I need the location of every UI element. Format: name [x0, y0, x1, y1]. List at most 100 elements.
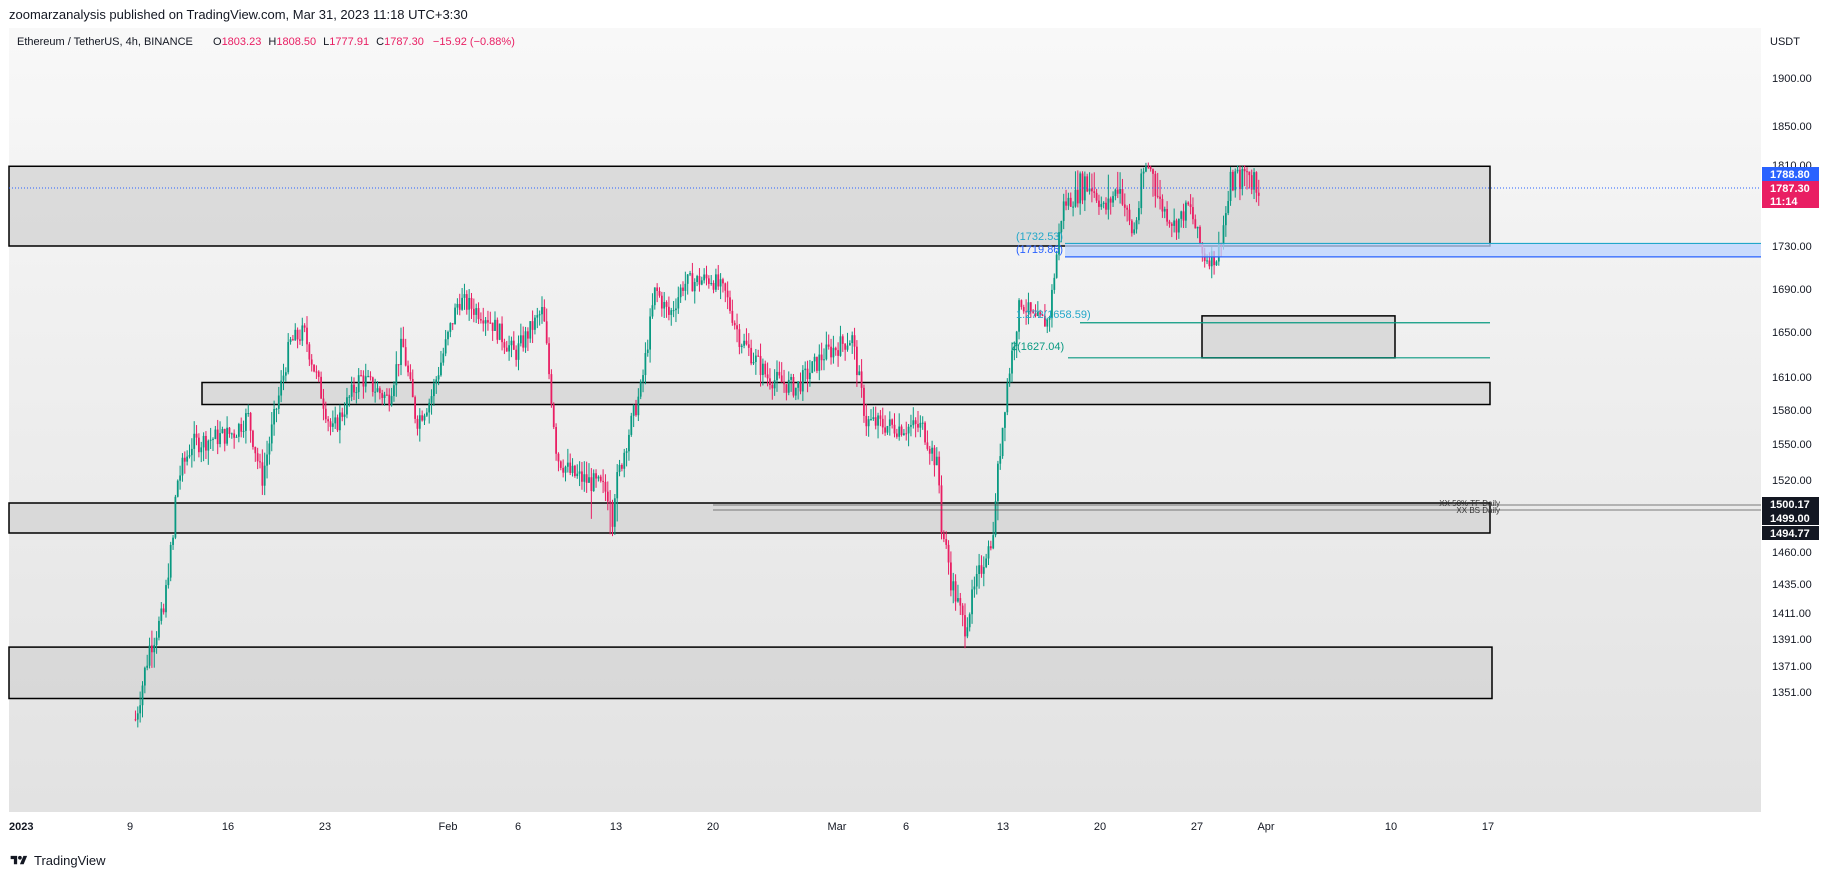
candle-body [707, 278, 710, 284]
candle-body [1036, 312, 1039, 317]
candle-body [1175, 220, 1178, 233]
candle-body [503, 342, 506, 348]
candle-body [501, 323, 503, 343]
candle-body [931, 447, 933, 454]
candle-body [621, 464, 623, 469]
candle-body [935, 456, 938, 466]
candle-body [541, 307, 543, 315]
tradingview-logo[interactable]: TradingView [9, 853, 106, 868]
tradingview-logo-text: TradingView [34, 853, 106, 868]
candle-body [240, 424, 243, 432]
candle-body [754, 355, 757, 362]
candle-body [1166, 208, 1168, 222]
price-tick-label: 1580.00 [1772, 405, 1812, 417]
candle-body [578, 471, 581, 474]
fib-zone[interactable] [1065, 243, 1761, 257]
candle-body [813, 356, 816, 362]
candle-body [1018, 300, 1020, 332]
candle-body [482, 320, 485, 324]
price-axis-background [1761, 28, 1834, 812]
candle-body [1187, 202, 1190, 205]
candle-body [613, 498, 616, 527]
candle-body [174, 496, 177, 538]
candle-body [769, 378, 771, 386]
candle-body [292, 339, 294, 341]
candle-body [1039, 312, 1042, 315]
candle-body [630, 415, 633, 435]
candle-body [555, 427, 557, 454]
daily-zone-1500[interactable] [8, 502, 1491, 534]
candle-body [900, 426, 903, 436]
candle-body [1168, 221, 1171, 224]
candle-body [1133, 229, 1136, 234]
candle-body [393, 385, 395, 397]
price-badge [1762, 511, 1819, 525]
demand-zone-1370[interactable] [8, 646, 1493, 700]
candle-body [750, 347, 753, 364]
candle-body [1055, 254, 1058, 278]
candle-body [329, 421, 332, 427]
candle-body [881, 418, 884, 428]
candle-body [160, 608, 163, 621]
candle-body [402, 338, 405, 348]
candle-body [1100, 204, 1103, 207]
candle-body [534, 317, 536, 330]
candle-body [245, 413, 247, 431]
candle-body [1044, 315, 1046, 327]
resistance-zone[interactable] [8, 165, 1491, 247]
candle-body [1213, 251, 1215, 266]
price-tick-label: 1900.00 [1772, 73, 1812, 85]
candle-body [512, 340, 515, 350]
legend-symbol[interactable]: Ethereum / TetherUS, 4h, BINANCE [17, 36, 193, 48]
candle-body [1114, 189, 1117, 197]
candle-body [1076, 189, 1079, 204]
support-zone-1600[interactable] [201, 381, 1491, 406]
candle-body [759, 356, 762, 376]
candle-body [538, 314, 541, 316]
candle-body [787, 379, 790, 393]
candle-body [1121, 189, 1124, 205]
candle-body [421, 415, 424, 421]
candle-body [752, 361, 755, 364]
candle-body [1105, 202, 1107, 210]
price-badge [1762, 497, 1819, 511]
candle-body [273, 408, 275, 425]
candle-body [341, 412, 344, 417]
candle-body [259, 461, 261, 463]
candle-body [766, 374, 769, 379]
candle-body [146, 665, 149, 668]
candle-body [703, 274, 706, 281]
candle-body [863, 387, 865, 416]
candle-body [1086, 176, 1089, 192]
time-tick-label: 2023 [9, 821, 33, 833]
candle-body [447, 331, 449, 340]
candle-body [277, 395, 280, 409]
price-tick-label: 1690.00 [1772, 284, 1812, 296]
candle-body [1065, 201, 1067, 206]
candle-body [1180, 211, 1183, 219]
candle-body [1149, 166, 1152, 170]
candle-body [172, 537, 174, 545]
candle-body [1227, 201, 1230, 214]
candle-body [1170, 223, 1173, 226]
candle-body [903, 433, 905, 436]
level-label: XX BS Daily [1456, 506, 1500, 515]
candle-body [1112, 196, 1114, 203]
candle-body [696, 276, 698, 283]
candle-body [508, 345, 510, 352]
time-tick-label: 20 [1094, 821, 1106, 833]
candle-body [1053, 277, 1056, 290]
candle-body [1123, 204, 1126, 208]
candle-body [672, 310, 675, 312]
candle-body [411, 378, 414, 398]
candle-body [327, 419, 330, 422]
candle-body [691, 273, 694, 292]
candle-body [1163, 208, 1166, 212]
candle-body [1161, 198, 1164, 212]
candle-body [1145, 166, 1147, 172]
candle-body [698, 276, 701, 285]
candle-body [303, 325, 306, 328]
candle-body [858, 371, 861, 376]
time-tick-label: 13 [997, 821, 1009, 833]
